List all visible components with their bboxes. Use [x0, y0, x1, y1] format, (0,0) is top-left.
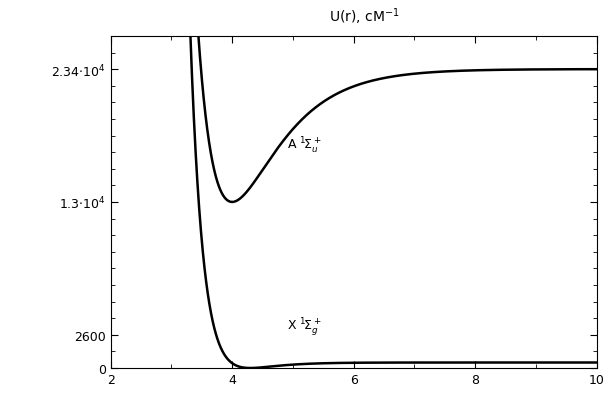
Text: $\mathrm{A}\ ^1\!\Sigma_u^+$: $\mathrm{A}\ ^1\!\Sigma_u^+$	[287, 135, 322, 155]
Text: U(r), $\mathregular{c}\mathregular{M}^{-1}$: U(r), $\mathregular{c}\mathregular{M}^{-…	[330, 6, 400, 27]
Text: $\mathrm{X}\ ^1\!\Sigma_g^+$: $\mathrm{X}\ ^1\!\Sigma_g^+$	[287, 315, 322, 337]
